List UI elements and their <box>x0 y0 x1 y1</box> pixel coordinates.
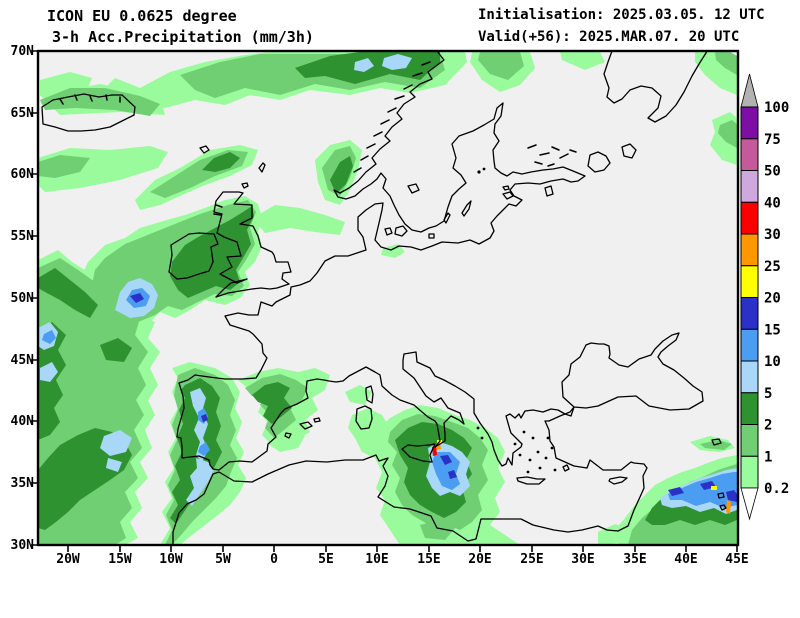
colorbar-band <box>740 297 759 330</box>
latitude-axis: 70N 65N 60N 55N 50N 45N 40N 35N 30N <box>11 44 35 553</box>
colorbar-band <box>740 455 759 489</box>
latitude-ticks <box>31 50 38 546</box>
colorbar-band <box>740 392 759 425</box>
lon-label: 5E <box>318 552 334 567</box>
colorbar-band <box>740 138 759 172</box>
longitude-ticks <box>67 545 738 552</box>
colorbar-label: 1 <box>764 449 772 465</box>
lon-label: 20W <box>56 552 80 567</box>
lat-label: 60N <box>11 167 35 182</box>
colorbar-label: 50 <box>764 164 781 180</box>
lon-label: 25E <box>520 552 543 567</box>
colorbar-label: 2 <box>764 418 772 434</box>
colorbar-labels: 100 75 50 40 30 25 20 15 10 5 2 1 0.2 <box>764 100 789 497</box>
lon-label: 0 <box>270 552 278 567</box>
lon-label: 20E <box>468 552 491 567</box>
valid-time: Valid(+56): 2025.MAR.07. 20 UTC <box>478 29 739 45</box>
colorbar-band <box>740 233 759 267</box>
colorbar-label: 0.2 <box>764 481 789 497</box>
product-title: 3-h Acc.Precipitation (mm/3h) <box>52 28 314 46</box>
colorbar-band <box>740 201 759 235</box>
lon-label: 45E <box>725 552 748 567</box>
colorbar-band <box>740 328 759 362</box>
lon-label: 35E <box>623 552 646 567</box>
colorbar-label: 25 <box>764 259 781 275</box>
colorbar-band <box>740 170 759 203</box>
lat-label: 50N <box>11 291 35 306</box>
initialisation-time: Initialisation: 2025.03.05. 12 UTC <box>478 7 765 23</box>
colorbar-label: 15 <box>764 322 781 338</box>
fjord-texture <box>59 61 577 216</box>
colorbar: 100 75 50 40 30 25 20 15 10 5 2 1 0.2 <box>740 73 789 521</box>
map-canvas <box>38 51 737 545</box>
lon-label: 15E <box>417 552 440 567</box>
lat-label: 40N <box>11 414 35 429</box>
longitude-axis: 20W 15W 10W 5W 0 5E 10E 15E 20E 25E 30E … <box>56 552 748 567</box>
coastlines <box>41 51 727 545</box>
white-sea-coastline <box>603 51 708 123</box>
colorbar-label: 20 <box>764 291 781 307</box>
colorbar-band <box>740 424 759 457</box>
iceland-coastline <box>41 93 136 132</box>
colorbar-label: 100 <box>764 100 789 116</box>
lon-label: 10E <box>365 552 388 567</box>
lat-label: 65N <box>11 106 35 121</box>
colorbar-underflow-arrow <box>740 487 759 521</box>
model-title: ICON EU 0.0625 degree <box>47 7 237 25</box>
lon-label: 30E <box>571 552 594 567</box>
islands-coastlines <box>199 143 727 511</box>
great-britain-coastline <box>213 191 292 298</box>
colorbar-band <box>740 106 759 140</box>
ireland-coastline <box>168 232 219 280</box>
lat-label: 70N <box>11 44 35 59</box>
lon-label: 5W <box>215 552 231 567</box>
lat-label: 35N <box>11 476 35 491</box>
colorbar-label: 75 <box>764 132 781 148</box>
lat-label: 45N <box>11 353 35 368</box>
colorbar-band <box>740 265 759 298</box>
colorbar-label: 40 <box>764 195 781 211</box>
island-dots <box>476 167 557 474</box>
lon-label: 40E <box>674 552 697 567</box>
lon-label: 15W <box>108 552 132 567</box>
lat-label: 55N <box>11 229 35 244</box>
lon-label: 10W <box>159 552 183 567</box>
mainland-coastline <box>172 51 704 545</box>
colorbar-label: 30 <box>764 227 781 243</box>
colorbar-overflow-arrow <box>740 73 759 108</box>
colorbar-band <box>740 360 759 394</box>
colorbar-label: 10 <box>764 354 781 370</box>
colorbar-label: 5 <box>764 386 772 402</box>
lat-label: 30N <box>11 538 35 553</box>
